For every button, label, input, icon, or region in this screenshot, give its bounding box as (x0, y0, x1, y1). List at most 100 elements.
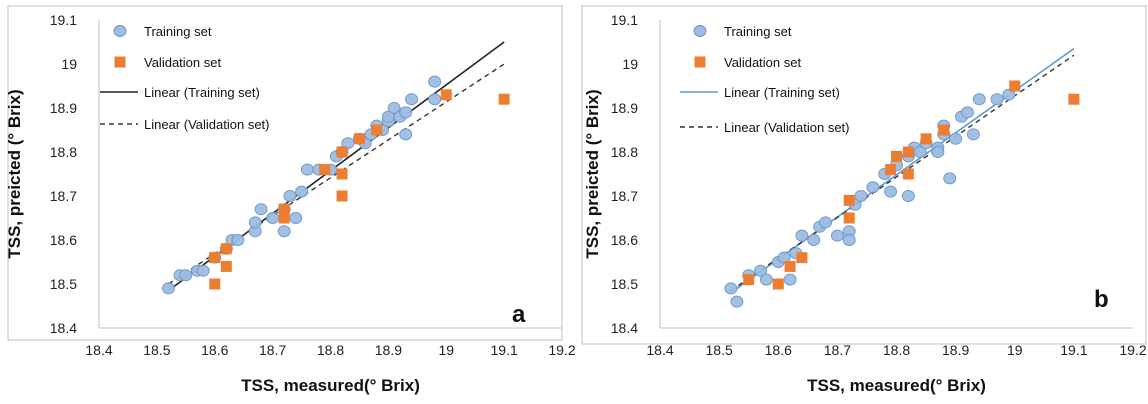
validation-point (278, 212, 290, 224)
y-tick-label: 18.9 (50, 100, 77, 116)
validation-point (784, 260, 796, 272)
training-point (943, 172, 957, 185)
validation-point (920, 133, 932, 145)
legend-label-linear-training: Linear (Training set) (724, 85, 840, 100)
training-point (842, 234, 856, 246)
training-point (428, 93, 442, 106)
validation-point (336, 146, 348, 158)
training-point (777, 251, 791, 264)
x-tick-label: 19.1 (491, 342, 518, 358)
training-point (931, 146, 945, 158)
validation-point (902, 146, 914, 158)
training-point (399, 106, 413, 119)
training-point (289, 212, 303, 224)
y-tick-label: 18.5 (611, 276, 638, 292)
chart-panel-a: 18.4 18.5 18.6 18.7 18.8 18.9 19 19.1 19.2 18.4 18… (5, 5, 576, 395)
y-tick-label: 18.7 (50, 188, 77, 204)
validation-point (278, 203, 290, 215)
legend-marker-validation (114, 56, 126, 68)
training-point (966, 128, 980, 141)
validation-point (938, 124, 950, 136)
training-point (300, 163, 314, 176)
x-axis-label: TSS, measured(° Brix) (807, 376, 986, 395)
y-tick-label: 19 (61, 56, 77, 72)
training-point (866, 181, 880, 194)
training-point (283, 190, 297, 202)
x-tick-label: 18.4 (85, 342, 112, 358)
training-point (1002, 88, 1016, 101)
legend-label-training: Training set (144, 24, 212, 39)
training-point (830, 229, 844, 242)
training-point (960, 106, 974, 119)
validation-point (743, 274, 755, 286)
x-tick-label: 18.6 (201, 342, 228, 358)
x-tick-label: 19.1 (1060, 342, 1087, 358)
y-tick-label: 18.4 (611, 320, 638, 336)
y-tick-label: 18.9 (611, 100, 638, 116)
legend-label-training: Training set (724, 24, 792, 39)
training-point (341, 137, 355, 150)
x-tick-label: 18.7 (824, 342, 851, 358)
training-point (399, 128, 413, 141)
training-point (405, 93, 419, 106)
training-point (783, 273, 797, 286)
training-point (428, 75, 442, 88)
validation-point (796, 252, 808, 264)
panel-letter: a (512, 301, 526, 328)
panel-border (7, 5, 563, 341)
validation-point (843, 212, 855, 224)
panel-letter: b (1094, 286, 1109, 313)
validation-point (843, 194, 855, 206)
validation-point (498, 93, 510, 105)
validation-point (353, 133, 365, 145)
legend-label-linear-training: Linear (Training set) (144, 85, 260, 100)
x-tick-label: 18.9 (942, 342, 969, 358)
training-point (724, 282, 738, 295)
x-tick-label: 19.2 (1119, 342, 1146, 358)
training-point (807, 234, 821, 246)
training-point (277, 225, 291, 238)
validation-point (885, 164, 897, 176)
training-point (387, 102, 401, 114)
y-axis-label: TSS, preicted (° Brix) (5, 89, 24, 258)
training-point (913, 146, 927, 158)
legend-label-linear-validation: Linear (Validation set) (724, 120, 850, 135)
training-point (266, 212, 280, 224)
validation-point (772, 278, 784, 290)
y-tick-label: 19.1 (611, 12, 638, 28)
training-point (759, 273, 773, 286)
chart-panel-b: 18.4 18.5 18.6 18.7 18.8 18.9 19 19.1 19.2 18.4 18… (581, 5, 1147, 395)
training-point (884, 185, 898, 198)
y-tick-label: 18.7 (611, 188, 638, 204)
legend-label-linear-validation: Linear (Validation set) (144, 117, 270, 132)
x-axis-label: TSS, measured(° Brix) (241, 376, 420, 395)
x-tick-label: 18.8 (883, 342, 910, 358)
training-point (901, 190, 915, 202)
panel-border (581, 5, 1147, 345)
x-tick-label: 18.9 (375, 342, 402, 358)
validation-point (336, 168, 348, 180)
x-tick-label: 19 (1007, 342, 1023, 358)
training-point (819, 216, 833, 229)
validation-point (220, 260, 232, 272)
validation-point (209, 252, 221, 264)
training-point (795, 229, 809, 242)
legend-marker-training (693, 25, 707, 37)
training-point (295, 185, 309, 198)
trendline-validation (730, 54, 1075, 292)
x-tick-label: 18.5 (143, 342, 170, 358)
training-point (949, 132, 963, 145)
y-tick-label: 19 (622, 56, 638, 72)
y-axis-label: TSS, preicted (° Brix) (583, 89, 602, 258)
y-tick-label: 18.6 (611, 232, 638, 248)
x-tick-label: 19.2 (548, 342, 575, 358)
x-tick-label: 18.8 (317, 342, 344, 358)
x-tick-label: 18.5 (706, 342, 733, 358)
y-tick-label: 18.6 (50, 232, 77, 248)
validation-point (220, 243, 232, 255)
x-tick-label: 19 (438, 342, 454, 358)
x-tick-label: 18.6 (765, 342, 792, 358)
training-point (179, 269, 193, 282)
y-tick-label: 18.5 (50, 276, 77, 292)
